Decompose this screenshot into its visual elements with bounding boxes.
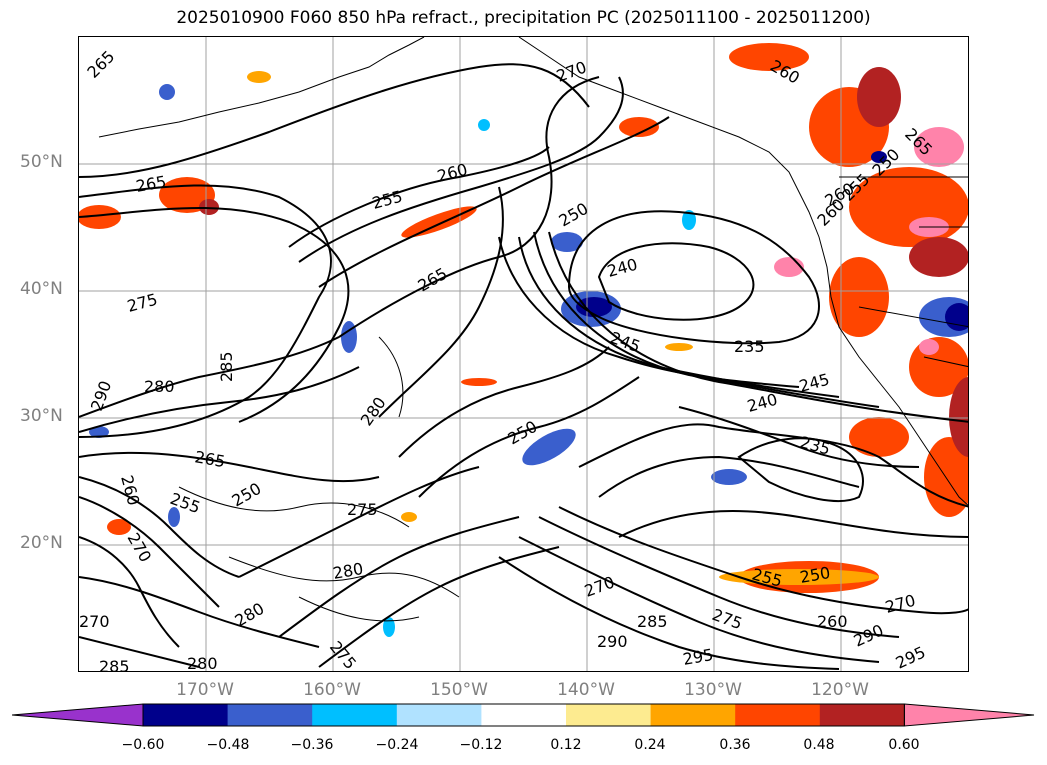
- contour-label: 250: [556, 199, 592, 231]
- colorbar-cell: [566, 704, 652, 726]
- contour-label: 240: [605, 255, 639, 281]
- contour-label: 295: [681, 645, 714, 669]
- map-panel: 265 270 260 265 255 260 250 240 275 265 …: [78, 36, 969, 672]
- lat-label-30n: 30°N: [20, 406, 63, 426]
- colorbar-tick: 0.12: [550, 737, 582, 753]
- contour-label: 235: [798, 433, 832, 459]
- lat-label-20n: 20°N: [20, 533, 63, 553]
- colorbar-border: [142, 703, 905, 727]
- colorbar-tick: −0.36: [290, 737, 334, 753]
- contour-label: 245: [608, 328, 643, 356]
- colorbar-tick: −0.60: [121, 737, 165, 753]
- contour-label: 295: [893, 642, 929, 672]
- refractivity-contours: [79, 63, 968, 670]
- colorbar-tick: 0.36: [719, 737, 751, 753]
- contour-label: 270: [79, 612, 110, 631]
- colorbar-cell: [227, 704, 313, 726]
- contour-label: 270: [124, 530, 156, 566]
- contour-label: 260: [817, 612, 848, 631]
- contour-label: 240: [745, 390, 779, 416]
- contour-label: 280: [187, 654, 218, 672]
- lat-label-50n: 50°N: [20, 152, 63, 172]
- colorbar-extend-min: [12, 703, 144, 727]
- contour-label: 265: [193, 447, 226, 471]
- map-title: 2025010900 F060 850 hPa refract., precip…: [176, 8, 871, 28]
- colorbar-tick: 0.60: [888, 737, 920, 753]
- contour-label: 290: [851, 620, 887, 650]
- contour-labels: 265 270 260 265 255 260 250 240 275 265 …: [79, 47, 936, 672]
- colorbar-cell: [650, 704, 736, 726]
- contour-label: 245: [797, 370, 831, 396]
- thin-contours: [178, 336, 460, 622]
- colorbar: [12, 703, 1035, 727]
- contour-label: 275: [347, 500, 378, 519]
- contour-label: 285: [637, 612, 668, 631]
- contour-label: 235: [734, 337, 765, 356]
- coastlines: [98, 37, 968, 506]
- colorbar-tick: −0.24: [375, 737, 419, 753]
- lon-label-150w: 150°W: [430, 680, 488, 700]
- colorbar-cell: [819, 704, 905, 726]
- contour-label: 270: [883, 591, 917, 617]
- contour-label: 280: [357, 393, 390, 429]
- colorbar-cell: [396, 704, 482, 726]
- colorbar-cell: [312, 704, 398, 726]
- contour-label: 260: [117, 473, 143, 507]
- contour-label: 285: [217, 351, 236, 382]
- contour-label: 290: [597, 632, 628, 651]
- contour-label: 250: [229, 479, 265, 511]
- colorbar-tick: −0.48: [206, 737, 250, 753]
- contour-label: 285: [99, 657, 130, 672]
- colorbar-extend-max: [903, 703, 1035, 727]
- contour-label: 275: [326, 637, 360, 672]
- colorbar-cell: [143, 704, 229, 726]
- contour-label: 255: [370, 187, 404, 213]
- lon-label-160w: 160°W: [303, 680, 361, 700]
- precip-shading: [79, 43, 968, 637]
- lon-label-120w: 120°W: [811, 680, 869, 700]
- lon-label-140w: 140°W: [557, 680, 615, 700]
- contour-label: 290: [87, 378, 115, 413]
- contour-label: 275: [125, 290, 159, 316]
- colorbar-tick: 0.24: [634, 737, 666, 753]
- colorbar-tick: −0.12: [459, 737, 503, 753]
- colorbar-cell: [735, 704, 821, 726]
- map-canvas: 265 270 260 265 255 260 250 240 275 265 …: [79, 37, 968, 672]
- colorbar-cells: [12, 703, 1035, 727]
- contour-label: 265: [83, 47, 118, 82]
- colorbar-cell: [481, 704, 567, 726]
- colorbar-tick: 0.48: [803, 737, 835, 753]
- lon-label-130w: 130°W: [684, 680, 742, 700]
- contour-label: 280: [144, 377, 175, 396]
- lon-label-170w: 170°W: [176, 680, 234, 700]
- graticule: [79, 37, 968, 671]
- lat-label-40n: 40°N: [20, 279, 63, 299]
